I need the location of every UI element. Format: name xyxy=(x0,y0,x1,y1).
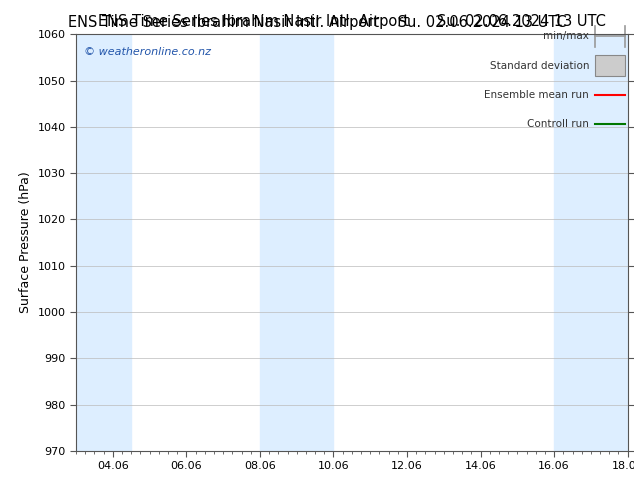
Bar xyxy=(595,55,625,76)
Title: ENS Time Series Ibrahim Nasir Intl. Airport      Su. 02.06.2024 13 UTC: ENS Time Series Ibrahim Nasir Intl. Airp… xyxy=(98,14,606,29)
Text: Ensemble mean run: Ensemble mean run xyxy=(484,90,589,99)
Bar xyxy=(554,34,628,451)
Text: min/max: min/max xyxy=(543,31,589,41)
Text: Standard deviation: Standard deviation xyxy=(489,61,589,71)
Text: Controll run: Controll run xyxy=(527,119,589,129)
Y-axis label: Surface Pressure (hPa): Surface Pressure (hPa) xyxy=(19,172,32,314)
Text: © weatheronline.co.nz: © weatheronline.co.nz xyxy=(84,47,211,57)
Text: ENS Time Series Ibrahim Nasir Intl. Airport    Su. 02.06.2024 13 UTC: ENS Time Series Ibrahim Nasir Intl. Airp… xyxy=(68,15,566,30)
Bar xyxy=(260,34,333,451)
Bar xyxy=(76,34,131,451)
